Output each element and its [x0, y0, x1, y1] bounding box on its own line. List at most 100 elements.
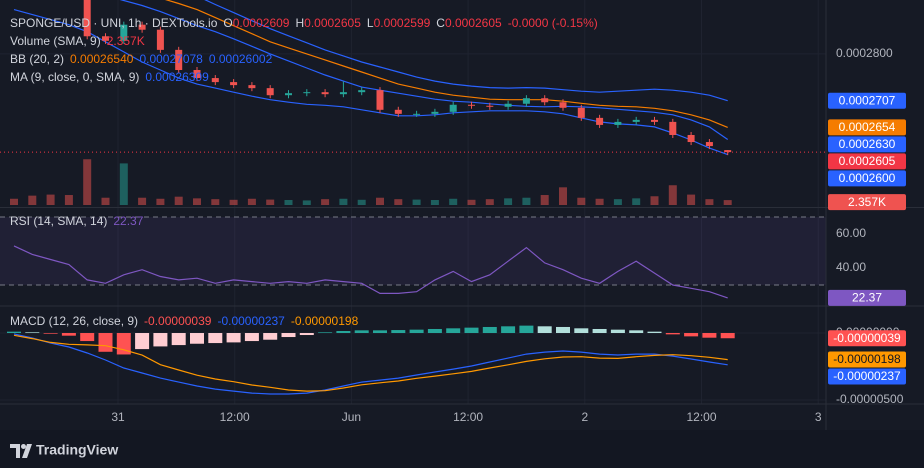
candle-body	[468, 104, 475, 106]
price-badge	[828, 368, 906, 385]
price-badge-label: -0.00000039	[833, 331, 901, 345]
price-badge	[828, 170, 906, 187]
rsi-line	[13, 245, 728, 299]
volume-bar	[46, 194, 55, 205]
ohlc-value: 0.0002605	[304, 16, 361, 30]
price-badge	[828, 289, 906, 306]
macd-histogram-bar	[153, 333, 168, 347]
candle-body	[394, 109, 402, 114]
volume-bar	[650, 196, 659, 205]
macd-histogram-bar	[80, 333, 95, 342]
macd-title: MACD (12, 26, close, 9)	[10, 314, 138, 328]
macd-histogram-bar	[7, 331, 21, 334]
macd-histogram-bar	[281, 333, 296, 338]
candle-body	[687, 134, 695, 143]
macd-histogram-bar	[501, 326, 516, 334]
volume-bar	[302, 200, 311, 205]
candle-body	[120, 24, 128, 41]
ohlc-key: O	[223, 16, 232, 30]
ohlc-value: 0.0002609	[233, 16, 290, 30]
legend-line: MA (9, close, 0, SMA, 9) 0.00026309	[10, 70, 209, 84]
candle-body	[541, 98, 549, 103]
y-tick-label: 0.0002800	[836, 46, 893, 60]
volume-bar	[705, 199, 714, 205]
macd-histogram-bar	[61, 333, 76, 336]
candle-body	[577, 107, 585, 118]
candle-body	[724, 150, 732, 153]
macd-histogram-bar	[171, 333, 186, 346]
logo-shape	[22, 444, 32, 458]
price-badge	[828, 330, 906, 347]
rsi-band	[0, 216, 826, 285]
volume-bar	[284, 200, 293, 205]
volume-bar	[467, 199, 476, 205]
macd-histogram-bar	[702, 333, 717, 338]
volume-bar	[485, 199, 494, 205]
bb-value: 0.00027078	[139, 52, 203, 66]
volume-bar	[83, 159, 92, 205]
price-badge	[828, 351, 906, 368]
macd-histogram-bar	[519, 325, 534, 334]
price-badge	[828, 119, 906, 136]
macd-pane	[7, 325, 735, 395]
candle-body	[339, 92, 347, 95]
rsi-value: 22.37	[113, 214, 143, 228]
price-badge	[828, 92, 906, 109]
macd-histogram-bar	[610, 329, 625, 334]
volume-bar	[376, 197, 384, 205]
macd-histogram-bar	[592, 328, 607, 334]
price-badge-label: 0.0002600	[839, 171, 896, 185]
logo-shape	[10, 444, 20, 458]
rsi-pane	[0, 216, 826, 299]
volume-bar	[193, 198, 201, 205]
x-tick-label: 12:00	[220, 410, 250, 424]
volume-bar	[10, 198, 18, 205]
volume-bar	[668, 185, 677, 205]
volume-bar	[211, 199, 220, 205]
candle-body	[83, 0, 91, 37]
candle-body	[651, 119, 658, 122]
macd-value: -0.00000237	[217, 314, 285, 328]
indicator-line	[119, 0, 729, 140]
volume-bar	[339, 198, 348, 205]
macd-histogram-bar	[208, 333, 223, 344]
macd-histogram-bar	[98, 333, 113, 352]
price-badge-label: -0.00000198	[833, 352, 901, 366]
macd-histogram-bar	[574, 328, 589, 334]
candle-body	[193, 70, 201, 79]
volume-bar	[613, 199, 622, 205]
ohlc-value: 0.0002599	[374, 16, 431, 30]
price-pane	[0, 0, 826, 205]
price-badge-label: 0.0002707	[839, 93, 896, 107]
macd-value: -0.00000039	[144, 314, 212, 328]
y-tick-label: 60.00	[836, 226, 866, 240]
candle-body	[559, 102, 567, 108]
volume-bar	[412, 199, 421, 205]
price-badge-label: 0.0002654	[839, 120, 896, 134]
y-tick-label: -0.00000500	[836, 392, 904, 406]
volume-bar	[522, 197, 531, 205]
candle-body	[266, 88, 274, 96]
macd-histogram-bar	[373, 330, 387, 334]
x-tick-label: 12:00	[453, 410, 483, 424]
macd-histogram-bar	[43, 333, 58, 334]
indicator-line	[164, 0, 728, 128]
price-badge	[828, 136, 906, 153]
volume-bar	[321, 199, 330, 205]
ohlc-key: C	[436, 16, 445, 30]
legend-line: SPONGE/USD · UNI, 1h · DEXTools.io O0.000…	[10, 16, 598, 30]
volume-bar	[394, 199, 403, 205]
macd-histogram-bar	[684, 333, 699, 337]
macd-histogram-bar	[354, 330, 369, 334]
candle-body	[285, 93, 292, 96]
macd-histogram-bar	[482, 326, 497, 334]
candle-body	[138, 24, 146, 30]
x-tick-label: Jun	[342, 410, 361, 424]
symbol: SPONGE/USD · UNI, 1h · DEXTools.io	[10, 16, 218, 30]
price-badge-label: 2.357K	[848, 195, 886, 209]
volume-bar	[723, 200, 732, 205]
volume-title: Volume (SMA, 9)	[10, 34, 101, 48]
macd-histogram-bar	[135, 333, 150, 350]
x-tick-label: 12:00	[686, 410, 716, 424]
